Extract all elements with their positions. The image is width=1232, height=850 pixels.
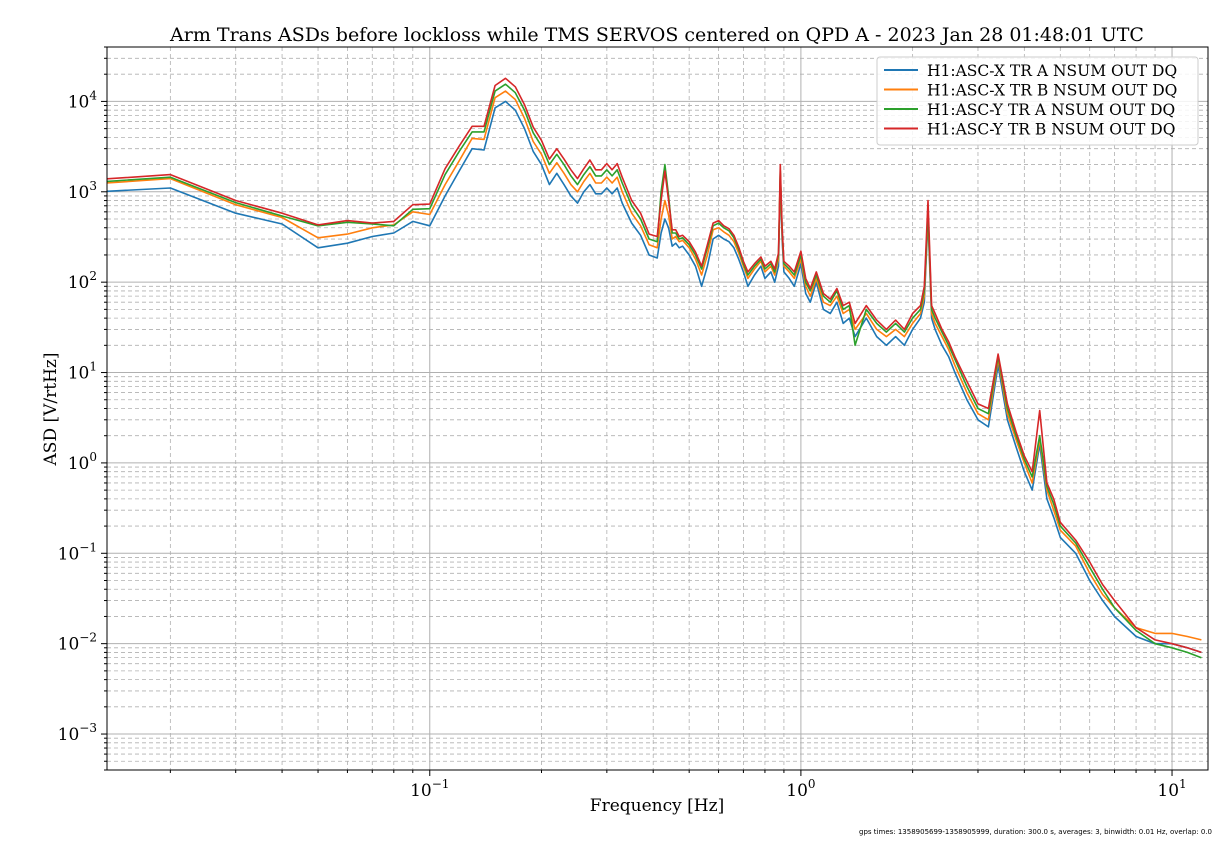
- footnote: gps times: 1358905699-1358905999, durati…: [859, 828, 1212, 836]
- series-line-1: [107, 100, 1202, 654]
- legend-box: [876, 56, 1199, 146]
- y-tick-label: 103: [68, 179, 97, 203]
- series-line-4: [107, 77, 1202, 654]
- y-tick-label: 10−1: [58, 540, 97, 564]
- legend-label: H1:ASC-X TR A NSUM OUT DQ: [927, 62, 1177, 80]
- series-line-3: [107, 83, 1202, 659]
- x-tick-label: 10−1: [410, 777, 449, 801]
- legend-label: H1:ASC-Y TR B NSUM OUT DQ: [927, 121, 1175, 139]
- legend-label: H1:ASC-X TR B NSUM OUT DQ: [927, 82, 1177, 100]
- x-tick-label: 100: [786, 777, 815, 801]
- x-tick-label: 101: [1157, 777, 1186, 801]
- plot-frame: [106, 46, 1209, 771]
- legend: H1:ASC-X TR A NSUM OUT DQ H1:ASC-X TR B N…: [876, 56, 1199, 146]
- series-layer: [107, 77, 1202, 659]
- y-tick-label: 104: [68, 88, 98, 112]
- y-tick-label: 101: [68, 360, 97, 384]
- y-tick-label: 100: [68, 450, 97, 474]
- chart-title: Arm Trans ASDs before lockloss while TMS…: [169, 24, 1144, 46]
- legend-label: H1:ASC-Y TR A NSUM OUT DQ: [927, 101, 1175, 119]
- x-axis-label: Frequency [Hz]: [590, 796, 724, 816]
- series-line-2: [107, 90, 1202, 641]
- y-axis-label: ASD [V/rtHz]: [41, 353, 61, 467]
- y-tick-label: 10−3: [58, 721, 97, 745]
- grid-layer: [107, 46, 1208, 771]
- y-tick-label: 102: [68, 269, 97, 293]
- y-tick-label: 10−2: [58, 631, 97, 655]
- tick-layer: 10−1 100 101 10−3 10−2 10−1 100 101 102 103 104: [58, 46, 1187, 801]
